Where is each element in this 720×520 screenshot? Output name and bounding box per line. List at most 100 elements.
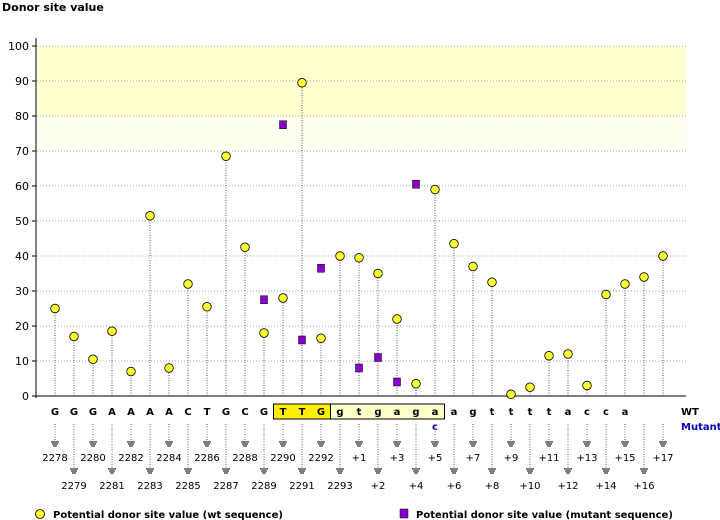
mutant-point: [393, 377, 401, 387]
ground-symbol: [241, 424, 249, 447]
base-label: g: [412, 407, 419, 418]
y-gridlines: [37, 45, 686, 362]
position-label: +5: [428, 453, 443, 464]
ground-symbol: [431, 424, 439, 447]
ground-symbol: [127, 424, 135, 447]
base-label: T: [299, 407, 306, 418]
ground-symbol: [469, 424, 477, 447]
position-label: +17: [652, 453, 673, 464]
mutant-point: [279, 120, 287, 129]
legend-mutant-label: Potential donor site value (mutant seque…: [416, 510, 673, 520]
position-label: +1: [352, 453, 367, 464]
mutant-point: [374, 353, 382, 362]
position-label: 2290: [270, 453, 295, 464]
wt-point: [506, 389, 516, 399]
base-label: G: [260, 407, 268, 418]
wt-point: [658, 251, 668, 261]
base-label: A: [146, 407, 154, 418]
ground-symbol: [298, 424, 306, 474]
position-label: 2288: [232, 453, 257, 464]
position-label: +12: [557, 481, 578, 492]
ground-symbol: [564, 424, 572, 474]
ground-symbol: [260, 424, 268, 474]
wt-point: [601, 289, 611, 300]
base-label: g: [336, 407, 343, 418]
wt-point: [316, 333, 326, 343]
highlight-band-light: [37, 116, 686, 151]
position-label: 2284: [156, 453, 181, 464]
ground-symbol: [488, 424, 496, 474]
base-label: A: [108, 407, 116, 418]
position-label: 2289: [251, 481, 276, 492]
position-labels: 2278 2279 2280 2281 2282 2283 2284 2285 2286 2287…: [42, 453, 673, 492]
wt-point: [69, 331, 79, 342]
wt-point: [107, 326, 117, 336]
ground-symbol: [146, 424, 154, 474]
y-tick-label: 40: [15, 250, 29, 263]
ground-symbol: [203, 424, 211, 447]
wt-point: [487, 277, 497, 287]
position-label: +6: [447, 481, 462, 492]
position-label: +13: [576, 453, 597, 464]
base-label: C: [241, 407, 248, 418]
wt-point: [563, 349, 573, 359]
ground-symbol: [507, 424, 515, 447]
base-label: g: [374, 407, 381, 418]
position-label: +9: [504, 453, 519, 464]
base-label: G: [70, 407, 78, 418]
y-tick-label: 60: [15, 180, 29, 193]
base-label: G: [222, 407, 230, 418]
legend-mutant-marker: [399, 508, 409, 519]
base-label: t: [509, 407, 514, 418]
mutant-point: [298, 335, 306, 345]
position-label: 2279: [61, 481, 86, 492]
ground-symbol: [412, 424, 420, 474]
base-label: C: [184, 407, 191, 418]
base-label: a: [565, 407, 572, 418]
base-label: c: [603, 407, 609, 418]
wt-point: [354, 253, 364, 263]
position-label: 2293: [327, 481, 352, 492]
ground-symbols: [51, 424, 667, 474]
wt-point: [544, 351, 554, 361]
ground-symbol: [374, 424, 382, 474]
mutant-label: Mutant: [681, 422, 720, 433]
ground-symbol: [279, 424, 287, 447]
position-label: +7: [466, 453, 481, 464]
base-label: a: [451, 407, 458, 418]
wt-point: [221, 151, 231, 161]
base-label: t: [547, 407, 552, 418]
ground-symbol: [526, 424, 534, 474]
base-label: a: [432, 407, 439, 418]
position-label: +3: [390, 453, 405, 464]
wt-point: [525, 382, 535, 392]
position-label: +15: [614, 453, 635, 464]
base-label: g: [469, 407, 476, 418]
ground-symbol: [184, 424, 192, 474]
position-label: +10: [519, 481, 540, 492]
base-label: t: [357, 407, 362, 418]
position-label: 2285: [175, 481, 200, 492]
y-tick-label: 80: [15, 110, 29, 123]
legend-wt-marker: [35, 509, 45, 519]
position-label: 2286: [194, 453, 219, 464]
y-axis-title: Donor site value: [2, 1, 104, 14]
base-label: c: [584, 407, 590, 418]
position-label: 2287: [213, 481, 238, 492]
base-label: A: [127, 407, 135, 418]
wt-point: [164, 363, 174, 373]
base-label: a: [394, 407, 401, 418]
wt-point: [88, 354, 98, 364]
wt-point: [449, 239, 459, 249]
mutant-point: [260, 295, 268, 304]
wt-point: [430, 184, 440, 195]
base-label: G: [51, 407, 59, 418]
wt-point: [582, 380, 592, 391]
wt-point: [202, 302, 212, 312]
base-label: A: [165, 407, 173, 418]
position-label: 2278: [42, 453, 67, 464]
position-label: 2282: [118, 453, 143, 464]
ground-symbol: [583, 424, 591, 447]
